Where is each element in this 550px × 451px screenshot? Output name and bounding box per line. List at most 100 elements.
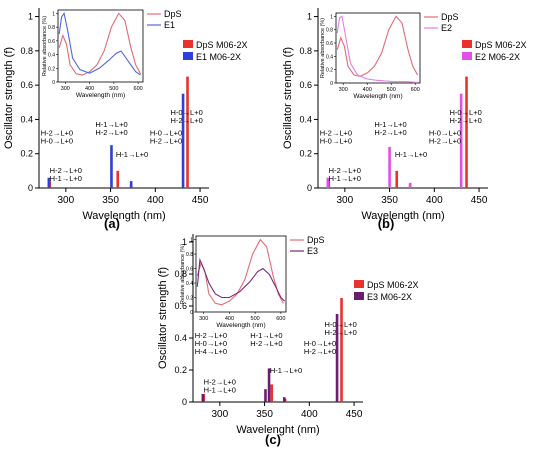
x-tick-label: 300 (57, 195, 74, 206)
transition-label: H-1→L+0 (395, 150, 427, 159)
inset-series-line (196, 257, 286, 302)
inset-y-tick-label: 1 (330, 14, 333, 20)
inset-series-line (336, 15, 419, 83)
transition-label: H-0→L+0 (449, 108, 481, 117)
transition-label: H-2→L+0 (304, 347, 336, 356)
inset-series-line (58, 12, 141, 76)
legend-swatch (354, 280, 364, 288)
inset-series-line (196, 238, 284, 306)
legend-swatch (462, 52, 472, 60)
inset-frame (335, 12, 421, 84)
inset-x-tick-label: 600 (134, 86, 143, 92)
inset-y-tick-label: 0.6 (326, 41, 333, 47)
transition-label: H-4→L+0 (195, 347, 227, 356)
x-axis-label: Wavelenght (nm) (236, 424, 319, 436)
bar (110, 145, 113, 188)
transition-label: H-0→L+0 (170, 108, 202, 117)
y-tick-label: 0.6 (299, 80, 312, 90)
legend-swatch (183, 40, 193, 48)
transition-label: H-1→L+0 (250, 331, 282, 340)
transition-label: H-2→L+0 (170, 116, 202, 125)
inset-y-tick-label: 0.2 (186, 296, 193, 302)
inset-y-tick-label: 0.2 (48, 66, 55, 72)
transition-label: H-0→L+0 (429, 128, 461, 137)
inset-y-tick-label: 0.4 (48, 53, 55, 59)
inset-y-tick-label: 0.4 (186, 281, 193, 287)
inset-y-tick-label: 0.4 (326, 54, 333, 60)
inset-y-tick-label: 0 (330, 81, 333, 87)
legend-entry: E1 M06-2X (196, 52, 241, 62)
transition-label: H-2→L+0 (150, 136, 182, 145)
transition-label: H-1→L+0 (329, 174, 361, 183)
y-tick-label: 1 (28, 12, 33, 22)
panel-label: (b) (378, 216, 395, 231)
inset-y-axis-label: Relative absorbance (%) (42, 16, 48, 76)
inset-x-tick-label: 400 (85, 86, 94, 92)
transition-label: H-2→L+0 (250, 339, 282, 348)
y-tick-label: 0.2 (174, 365, 187, 375)
x-tick-label: 450 (346, 409, 363, 420)
y-tick-label: 0.8 (174, 269, 187, 279)
y-tick-label: 0.6 (20, 80, 33, 90)
bar (186, 76, 189, 188)
transition-label: H-2→L+0 (95, 128, 127, 137)
y-tick-label: 0 (307, 183, 312, 193)
transition-label: H-1→L+0 (270, 366, 302, 375)
x-tick-label: 300 (336, 195, 353, 206)
inset-x-tick-label: 300 (339, 87, 348, 93)
panel-b: 300 350 400 450 0 0.2 0.4 0.6 0.8 1 Wavelength (nm… (282, 8, 527, 231)
inset-series-line (58, 12, 142, 76)
inset-x-tick-label: 400 (225, 316, 234, 322)
panel-label: (c) (265, 432, 281, 447)
x-tick-label: 350 (381, 195, 398, 206)
inset-x-tick-label: 500 (387, 87, 396, 93)
transition-label: H-2→L+0 (429, 136, 461, 145)
inset-legend-entry: E2 (441, 23, 452, 33)
transition-label: H-1→L+0 (95, 120, 127, 129)
inset-x-tick-label: 600 (276, 316, 285, 322)
bar (326, 177, 330, 188)
y-tick-label: 0 (182, 397, 187, 407)
transition-label: H-1→L+0 (374, 120, 406, 129)
inset-x-tick-label: 400 (363, 87, 372, 93)
transition-label: H-1→L+0 (116, 150, 148, 159)
x-tick-label: 300 (211, 409, 228, 420)
transition-label: H-2→L+0 (320, 128, 352, 137)
legend-swatch (183, 52, 193, 60)
bar (267, 368, 271, 402)
transition-label: H-0→L+0 (324, 320, 356, 329)
inset-x-tick-label: 300 (61, 86, 70, 92)
inset-y-tick-label: 1 (52, 11, 55, 17)
inset-y-axis-label: Relative absorbance (%) (320, 18, 326, 78)
transition-label: H-1→L+0 (50, 174, 82, 183)
inset-y-axis-label: Relative absorbance (%) (180, 244, 186, 304)
transition-label: H-2→L+0 (204, 377, 236, 386)
transition-label: H-0→L+0 (304, 339, 336, 348)
inset-x-axis-label: Wavelength (nm) (353, 93, 402, 100)
bar (201, 394, 205, 402)
y-tick-label: 0.2 (299, 149, 312, 159)
bar (181, 93, 185, 188)
y-tick-label: 0.4 (299, 114, 312, 124)
x-tick-label: 400 (301, 409, 318, 420)
legend-swatch (354, 292, 364, 300)
bar (465, 76, 468, 188)
inset-y-tick-label: 0.6 (48, 39, 55, 45)
transition-label: H-0→L+0 (41, 136, 73, 145)
y-tick-label: 0.2 (20, 149, 33, 159)
x-tick-label: 450 (192, 195, 209, 206)
bar (47, 177, 51, 188)
panel-a: 300 350 400 450 0 0.2 0.4 0.6 0.8 1 Wavelength (nm… (3, 8, 248, 231)
bar (459, 93, 463, 188)
legend-swatch (462, 40, 472, 48)
transition-label: H-2→L+0 (195, 331, 227, 340)
legend-entry: DpS M06-2X (367, 280, 419, 290)
y-tick-label: 0.4 (20, 114, 33, 124)
y-tick-label: 0.8 (299, 46, 312, 56)
transition-label: H-2→L+0 (324, 328, 356, 337)
bar (335, 314, 339, 402)
inset-y-tick-label: 0.6 (186, 267, 193, 273)
y-tick-label: 0.4 (174, 333, 187, 343)
